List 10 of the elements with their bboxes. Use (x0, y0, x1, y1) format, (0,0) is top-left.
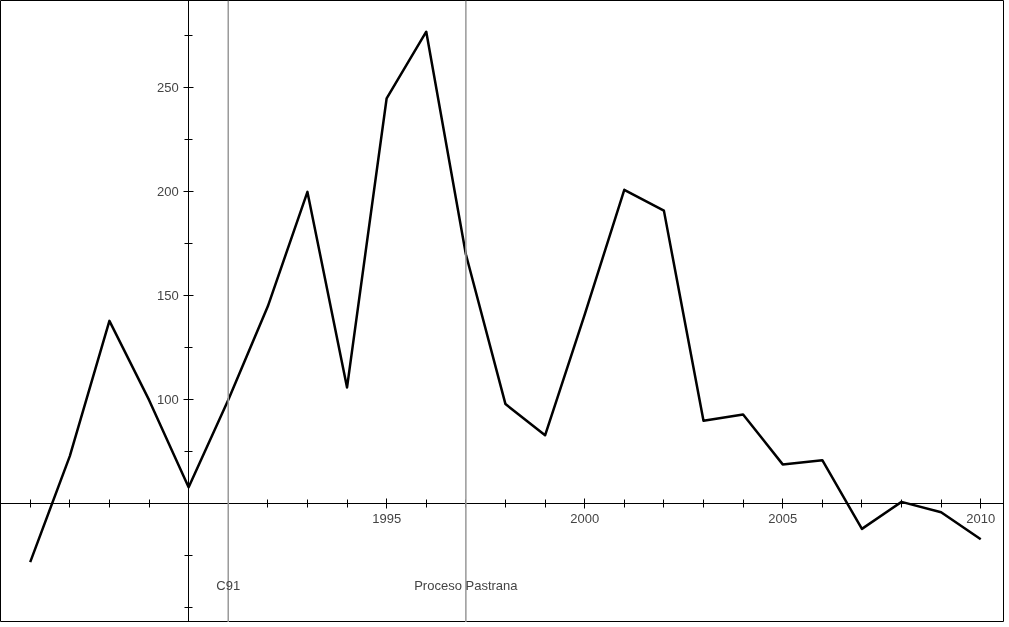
y-tick-label: 100 (156, 392, 179, 408)
x-tick-label: 1995 (372, 510, 402, 526)
x-tick-label: 2005 (768, 510, 798, 526)
x-tick-label: 2010 (966, 510, 996, 526)
ref-line-label: Proceso Pastrana (414, 577, 519, 593)
y-tick-label: 200 (156, 184, 179, 200)
y-tick-label: 150 (156, 288, 179, 304)
y-tick-label: 250 (156, 80, 179, 96)
x-tick-label: 2000 (570, 510, 600, 526)
ref-line-label: C91 (216, 577, 241, 593)
